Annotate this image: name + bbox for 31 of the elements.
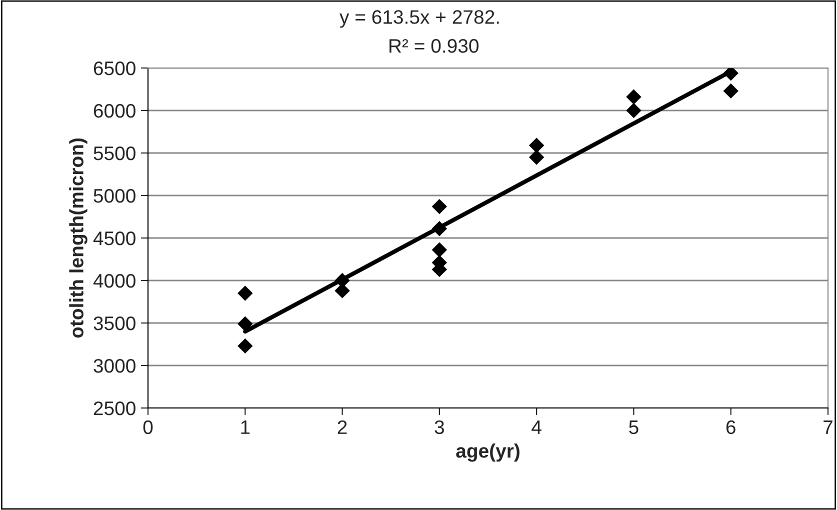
y-tick-label: 4000 xyxy=(93,274,136,288)
point xyxy=(626,102,642,118)
x-tick-label: 3 xyxy=(434,420,444,434)
y-tick-label: 4500 xyxy=(93,231,136,246)
y-axis-title: otolith length(micron) xyxy=(69,138,88,338)
y-tick-label: 3000 xyxy=(94,358,136,373)
y-tick-label: 3500 xyxy=(94,316,136,330)
point xyxy=(528,150,544,165)
y-tick-label: 6500 xyxy=(94,61,136,76)
y-tick-label: 6000 xyxy=(94,104,136,118)
y-tick-label: 2500 xyxy=(94,401,136,416)
x-tick-label: 7 xyxy=(824,420,832,434)
x-tick-label: 0 xyxy=(143,420,153,434)
point xyxy=(432,198,448,214)
point xyxy=(626,89,642,105)
point xyxy=(528,138,544,153)
x-tick-label: 1 xyxy=(241,420,250,434)
y-tick-label: 5000 xyxy=(94,188,136,203)
x-tick-label: 4 xyxy=(532,420,542,434)
point xyxy=(238,338,253,354)
x-axis-title: age(yr) xyxy=(456,443,520,462)
point xyxy=(432,242,448,258)
x-tick-label: 5 xyxy=(629,420,638,434)
point xyxy=(238,286,253,301)
x-tick-label: 6 xyxy=(726,420,736,434)
point xyxy=(238,316,253,332)
text: y = 613.5x + 2782. xyxy=(340,10,499,28)
x-tick-label: 2 xyxy=(338,420,347,434)
text: R² = 0.930 xyxy=(390,39,479,53)
y-tick-label: 5500 xyxy=(94,146,136,160)
point xyxy=(723,83,738,99)
